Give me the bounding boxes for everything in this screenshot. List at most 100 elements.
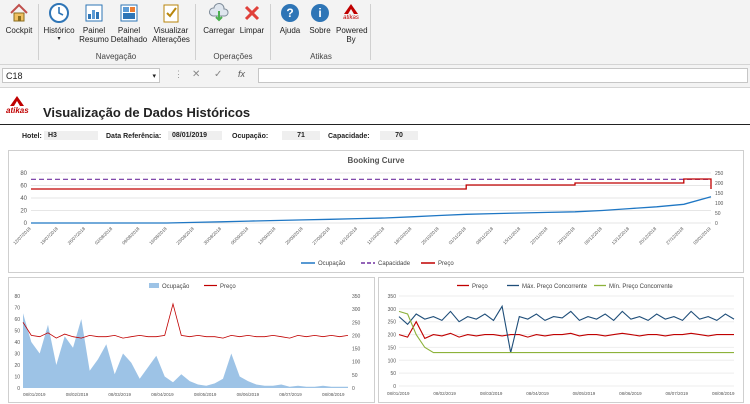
painel-detalhado-label: Painel Detalhado xyxy=(110,26,148,44)
x-tick-label: 08/06/2019 xyxy=(619,391,642,396)
formula-input[interactable] xyxy=(258,68,748,83)
booking-curve-chart[interactable]: Booking Curve 0 20 40 60 80 0 50 100 150 200 250 12/… xyxy=(8,150,744,273)
y-tick-label: 50 xyxy=(390,371,396,377)
clock-icon xyxy=(48,2,70,24)
x-tick-label: 29/11/2018 xyxy=(556,226,576,246)
y-tick-label: 70 xyxy=(14,306,20,312)
y2-tick-label: 200 xyxy=(715,181,724,187)
checklist-icon xyxy=(160,2,182,24)
x-tick-label: 08/02/2019 xyxy=(433,391,456,396)
capacity-label: Capacidade: xyxy=(328,133,370,140)
x-tick-label: 08/03/2019 xyxy=(480,391,503,396)
date-value: 08/01/2019 xyxy=(168,131,222,140)
chart-title: Booking Curve xyxy=(348,156,405,165)
x-tick-label: 08/08/2019 xyxy=(322,392,345,397)
legend-label: Capacidade xyxy=(378,261,411,267)
y2-tick-label: 300 xyxy=(352,307,361,313)
sheet-area: atikas Visualização de Dados Históricos … xyxy=(0,88,750,403)
x-tick-label: 08/05/2019 xyxy=(194,392,217,397)
limpar-label: Limpar xyxy=(239,26,265,35)
competitor-price-chart[interactable]: 0 50 100 150 200 250 300 350 08/01/2019 08/02/201… xyxy=(378,277,744,403)
historico-label: Histórico xyxy=(43,26,75,35)
x-tick-label: 20/12/2018 xyxy=(638,226,658,246)
y-tick-label: 20 xyxy=(20,209,27,215)
y-tick-label: 30 xyxy=(14,352,20,358)
capacity-value: 70 xyxy=(380,131,418,140)
booking-curve-svg: Booking Curve 0 20 40 60 80 0 50 100 150 200 250 12/… xyxy=(12,156,724,267)
svg-text:?: ? xyxy=(286,6,293,20)
visualizar-label: Visualizar Alterações xyxy=(152,26,190,44)
chevron-down-icon[interactable]: ▾ xyxy=(152,73,156,80)
series-line-0 xyxy=(398,320,734,340)
cockpit-button[interactable]: Cockpit xyxy=(4,2,34,35)
home-icon xyxy=(8,2,30,24)
function-icon[interactable]: fx xyxy=(238,69,246,79)
y2-tick-label: 150 xyxy=(715,191,724,197)
page-title: Visualização de Dados Históricos xyxy=(43,105,251,120)
x-tick-label: 06/12/2018 xyxy=(583,226,603,246)
painel-detalhado-button[interactable]: Painel Detalhado xyxy=(110,2,148,44)
powered-by-button[interactable]: atikas Powered By xyxy=(336,2,368,44)
x-tick-label: 23/08/2018 xyxy=(175,226,195,246)
y-tick-label: 40 xyxy=(20,196,27,202)
x-tick-label: 26/07/2018 xyxy=(67,226,87,246)
y-tick-label: 0 xyxy=(24,221,28,227)
hotel-value: H3 xyxy=(44,131,98,140)
x-tick-label: 19/07/2018 xyxy=(39,226,59,246)
name-box[interactable]: C18 ▾ xyxy=(2,68,160,83)
x-tick-label: 30/08/2018 xyxy=(203,226,223,246)
sobre-button[interactable]: i Sobre xyxy=(306,2,334,35)
y-tick-label: 80 xyxy=(20,171,27,177)
y2-tick-label: 100 xyxy=(352,360,361,366)
y2-tick-label: 0 xyxy=(715,221,718,227)
cockpit-label: Cockpit xyxy=(5,26,33,35)
info-icon: i xyxy=(309,2,331,24)
x-tick-label: 08/05/2019 xyxy=(573,391,596,396)
competitor-price-svg: 0 50 100 150 200 250 300 350 08/01/2019 08/02/201… xyxy=(387,284,735,396)
legend-label: Ocupação xyxy=(318,261,346,267)
occupancy-label: Ocupação: xyxy=(232,133,269,140)
x-tick-label: 08/07/2019 xyxy=(666,391,689,396)
carregar-label: Carregar xyxy=(203,26,235,35)
x-tick-label: 16/08/2018 xyxy=(148,226,168,246)
x-tick-label: 08/11/2018 xyxy=(475,226,495,246)
group-label-atikas: Atikas xyxy=(310,52,332,61)
visualizar-alteracoes-button[interactable]: Visualizar Alterações xyxy=(150,2,192,44)
help-icon: ? xyxy=(279,2,301,24)
atikas-logo-text: atikas xyxy=(6,106,29,115)
atikas-logo-text: atikas xyxy=(343,14,359,21)
painel-resumo-button[interactable]: Painel Resumo xyxy=(78,2,110,44)
ajuda-button[interactable]: ? Ajuda xyxy=(276,2,304,35)
y2-tick-label: 100 xyxy=(715,201,724,207)
date-label: Data Referência: xyxy=(106,133,162,140)
group-label-operacoes: Operações xyxy=(213,52,253,61)
y-tick-label: 100 xyxy=(388,358,397,364)
atikas-logo: atikas xyxy=(6,96,29,115)
occupancy-price-chart[interactable]: 0 10 20 30 40 50 60 70 80 0 50 100 150 200 250 300 350 08… xyxy=(8,277,375,403)
preco-line xyxy=(31,178,712,190)
y2-tick-label: 150 xyxy=(352,347,361,353)
eraser-icon xyxy=(241,2,263,24)
x-tick-label: 12/07/2018 xyxy=(12,226,32,246)
legend-label: Preço xyxy=(438,261,454,267)
chevron-down-icon: ▾ xyxy=(57,36,61,42)
x-tick-label: 08/08/2019 xyxy=(712,391,735,396)
y-tick-label: 150 xyxy=(388,345,397,351)
cancel-icon[interactable]: ✕ xyxy=(192,69,201,80)
x-tick-label: 09/08/2018 xyxy=(121,226,141,246)
x-tick-label: 27/09/2018 xyxy=(311,226,331,246)
detail-dashboard-icon xyxy=(118,2,140,24)
y2-tick-label: 200 xyxy=(352,333,361,339)
limpar-button[interactable]: Limpar xyxy=(238,2,266,35)
x-tick-label: 04/10/2018 xyxy=(339,226,359,246)
y-tick-label: 250 xyxy=(388,320,397,326)
x-tick-label: 27/12/2018 xyxy=(665,226,685,246)
x-tick-label: 08/04/2019 xyxy=(151,392,174,397)
y-tick-label: 350 xyxy=(388,294,397,300)
y2-tick-label: 0 xyxy=(352,386,355,392)
atikas-logo-icon xyxy=(10,96,25,106)
historico-button[interactable]: Histórico ▾ xyxy=(40,2,78,44)
x-tick-label: 08/06/2019 xyxy=(237,392,260,397)
enter-icon[interactable]: ✓ xyxy=(214,69,223,80)
carregar-button[interactable]: Carregar xyxy=(200,2,238,35)
